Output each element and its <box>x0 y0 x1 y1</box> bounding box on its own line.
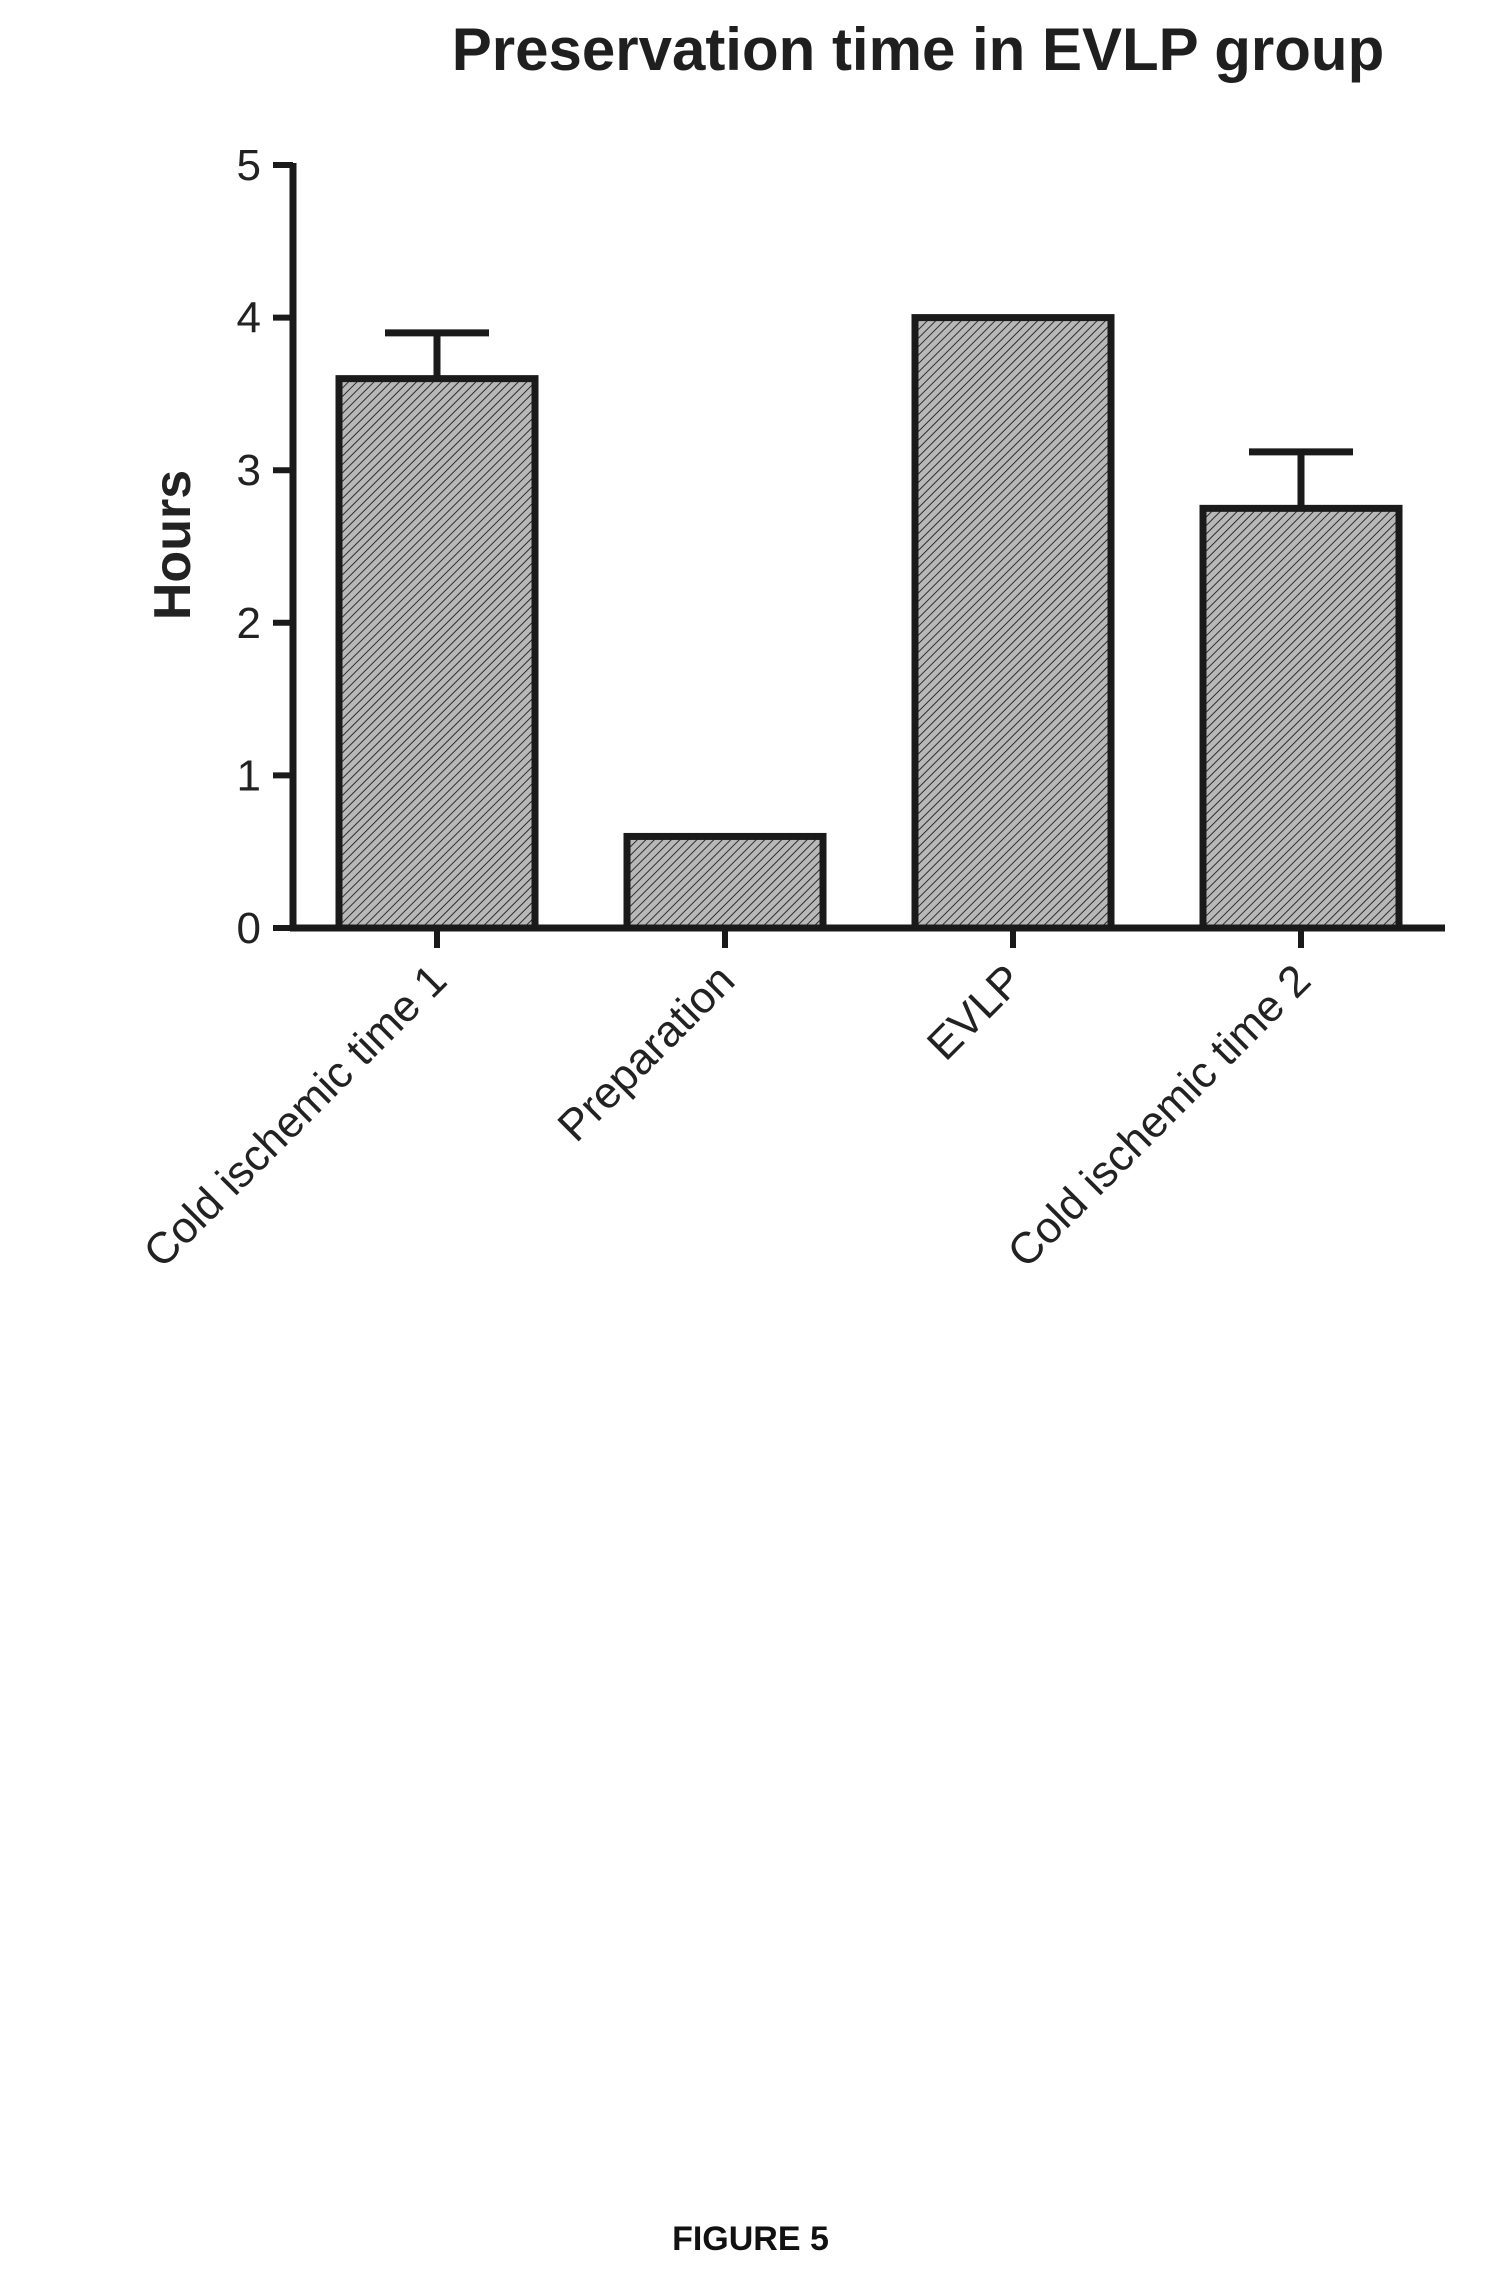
y-tick-label: 5 <box>237 141 261 190</box>
bar <box>335 375 539 932</box>
y-tick-label: 2 <box>237 599 261 648</box>
y-tick-label: 1 <box>237 751 261 800</box>
bar <box>911 314 1115 932</box>
figure-caption: FIGURE 5 <box>672 2220 829 2258</box>
y-ticks-group: 0 1 2 3 4 5 <box>237 141 293 953</box>
x-tick-label: Cold ischemic time 1 <box>134 955 456 1277</box>
y-tick-label: 3 <box>237 446 261 495</box>
bar <box>1199 504 1403 932</box>
chart-title: Preservation time in EVLP group <box>452 16 1384 83</box>
x-tick-label: Preparation <box>549 955 745 1151</box>
x-tick-label: Cold ischemic time 2 <box>998 955 1320 1277</box>
bar-chart: Preservation time in EVLP group Hours 0 1… <box>134 16 1445 1277</box>
y-tick-label: 0 <box>237 904 261 953</box>
bar <box>623 832 827 932</box>
y-tick-label: 4 <box>237 294 261 343</box>
y-axis-title: Hours <box>144 470 202 620</box>
bars-group <box>335 314 1403 932</box>
x-ticks-group: Cold ischemic time 1 Preparation EVLPCold … <box>134 928 1320 1277</box>
x-tick-label: EVLP <box>918 955 1032 1069</box>
error-bars-group <box>385 329 1353 509</box>
